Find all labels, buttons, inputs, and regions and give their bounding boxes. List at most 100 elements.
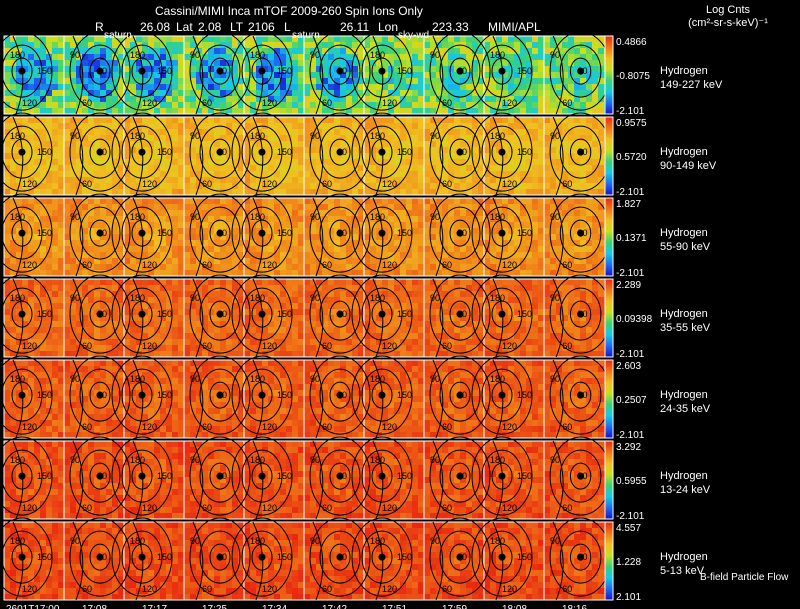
heatmap-cell	[160, 165, 166, 171]
heatmap-cell	[370, 240, 376, 246]
heatmap-cell	[382, 177, 388, 183]
heatmap-cell	[262, 141, 268, 147]
heatmap-cell	[292, 189, 298, 195]
heatmap-cell	[322, 246, 328, 252]
heatmap-cell	[58, 240, 64, 246]
heatmap-cell	[28, 135, 34, 141]
heatmap-cell	[178, 171, 184, 177]
heatmap-cell	[268, 279, 274, 285]
heatmap-cell	[304, 153, 310, 159]
heatmap-cell	[520, 222, 526, 228]
heatmap-cell	[172, 135, 178, 141]
heatmap-cell	[304, 171, 310, 177]
heatmap-cell	[400, 102, 406, 108]
heatmap-cell	[208, 159, 214, 165]
heatmap-cell	[280, 270, 286, 276]
heatmap-cell	[112, 309, 118, 315]
heatmap-cell	[208, 189, 214, 195]
heatmap-cell	[508, 177, 514, 183]
heatmap-cell	[70, 222, 76, 228]
heatmap-cell	[268, 147, 274, 153]
pitch-angle-contour	[209, 57, 231, 85]
heatmap-cell	[208, 135, 214, 141]
heatmap-cell	[562, 117, 568, 123]
heatmap-cell	[358, 48, 364, 54]
heatmap-cell	[460, 159, 466, 165]
heatmap-cell	[406, 258, 412, 264]
heatmap-cell	[166, 270, 172, 276]
heatmap-cell	[184, 279, 190, 285]
heatmap-cell	[448, 135, 454, 141]
heatmap-cell	[478, 291, 484, 297]
heatmap-cell	[400, 36, 406, 42]
heatmap-cell	[256, 189, 262, 195]
heatmap-cell	[466, 123, 472, 129]
heatmap-cell	[550, 252, 556, 258]
heatmap-cell	[490, 90, 496, 96]
heatmap-cell	[52, 66, 58, 72]
heatmap-cell	[202, 117, 208, 123]
heatmap-cell	[232, 171, 238, 177]
heatmap-cell	[124, 240, 130, 246]
heatmap-cell	[82, 159, 88, 165]
heatmap-cell	[442, 189, 448, 195]
heatmap-cell	[214, 102, 220, 108]
heatmap-cell	[94, 183, 100, 189]
heatmap-cell	[76, 315, 82, 321]
heatmap-cell	[322, 258, 328, 264]
heatmap-cell	[244, 216, 250, 222]
heatmap-cell	[292, 123, 298, 129]
heatmap-cell	[16, 279, 22, 285]
heatmap-cell	[160, 270, 166, 276]
heatmap-cell	[334, 159, 340, 165]
heatmap-cell	[232, 129, 238, 135]
heatmap-cell	[118, 84, 124, 90]
heatmap-cell	[244, 240, 250, 246]
heatmap-cell	[328, 141, 334, 147]
heatmap-cell	[400, 66, 406, 72]
heatmap-cell	[430, 210, 436, 216]
heatmap-cell	[514, 171, 520, 177]
heatmap-cell	[70, 270, 76, 276]
heatmap-cell	[466, 198, 472, 204]
colorbar-min-label: -2.101	[616, 268, 645, 279]
heatmap-cell	[472, 270, 478, 276]
heatmap-cell	[40, 171, 46, 177]
heatmap-cell	[34, 204, 40, 210]
heatmap-cell	[424, 159, 430, 165]
heatmap-cell	[580, 234, 586, 240]
heatmap-cell	[304, 258, 310, 264]
heatmap-cell	[76, 66, 82, 72]
heatmap-cell	[382, 36, 388, 42]
heatmap-cell	[346, 48, 352, 54]
heatmap-cell	[562, 78, 568, 84]
heatmap-cell	[322, 252, 328, 258]
heatmap-cell	[82, 234, 88, 240]
heatmap-cell	[178, 177, 184, 183]
heatmap-cell	[304, 123, 310, 129]
heatmap-cell	[388, 183, 394, 189]
heatmap-cell	[412, 54, 418, 60]
heatmap-cell	[298, 102, 304, 108]
heatmap-cell	[214, 210, 220, 216]
heatmap-cell	[412, 264, 418, 270]
heatmap-cell	[400, 234, 406, 240]
heatmap-cell	[298, 258, 304, 264]
heatmap-cell	[550, 72, 556, 78]
heatmap-cell	[220, 48, 226, 54]
heatmap-cell	[436, 315, 442, 321]
heatmap-cell	[64, 270, 70, 276]
heatmap-cell	[520, 36, 526, 42]
heatmap-cell	[40, 90, 46, 96]
heatmap-cell	[538, 246, 544, 252]
heatmap-cell	[274, 141, 280, 147]
heatmap-cell	[70, 60, 76, 66]
heatmap-cell	[454, 90, 460, 96]
heatmap-cell	[64, 285, 70, 291]
heatmap-cell	[352, 90, 358, 96]
heatmap-cell	[238, 204, 244, 210]
heatmap-cell	[136, 72, 142, 78]
heatmap-cell	[184, 60, 190, 66]
heatmap-cell	[484, 189, 490, 195]
heatmap-cell	[142, 36, 148, 42]
